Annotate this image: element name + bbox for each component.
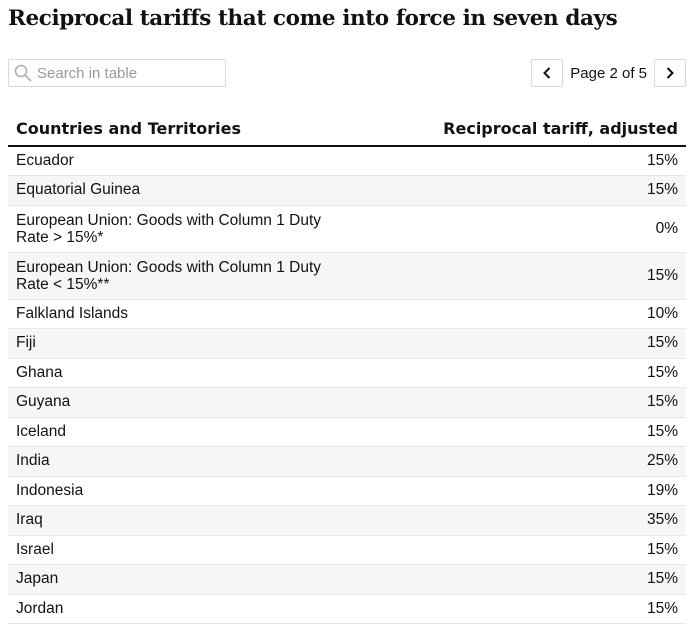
table-row: Falkland Islands 10%: [8, 299, 686, 329]
tariff-cell: 10%: [391, 299, 686, 329]
table-row: European Union: Goods with Column 1 Duty…: [8, 252, 686, 300]
tariff-cell: 25%: [391, 446, 686, 477]
country-cell: Falkland Islands: [8, 299, 392, 329]
tariff-cell: 15%: [391, 146, 686, 176]
table-row: Iraq 35%: [8, 505, 686, 536]
page-title: Reciprocal tariffs that come into force …: [8, 6, 618, 31]
table-row: India 25%: [8, 446, 686, 477]
tariff-cell: 15%: [391, 535, 686, 565]
country-cell: Ecuador: [8, 146, 392, 176]
country-cell: Iceland: [8, 417, 392, 447]
previous-page-button[interactable]: [531, 59, 564, 87]
table-row: Israel 15%: [8, 535, 686, 565]
search-input[interactable]: [37, 61, 217, 85]
country-cell: Guyana: [8, 387, 392, 418]
tariff-cell: 15%: [391, 594, 686, 624]
chevron-right-icon: [666, 67, 674, 79]
country-cell: India: [8, 446, 392, 477]
table-header-row: Countries and Territories Reciprocal tar…: [8, 112, 686, 147]
country-cell: Iraq: [8, 505, 392, 536]
country-cell: Japan: [8, 564, 392, 595]
tariff-cell: 15%: [391, 358, 686, 388]
table-row: Equatorial Guinea 15%: [8, 175, 686, 206]
tariff-cell: 15%: [391, 175, 686, 206]
table-row: Guyana 15%: [8, 387, 686, 418]
pagination: Page 2 of 5: [531, 59, 686, 87]
tariff-cell: 35%: [391, 505, 686, 536]
country-cell: European Union: Goods with Column 1 Duty…: [8, 252, 392, 300]
chevron-left-icon: [543, 67, 551, 79]
country-cell: Israel: [8, 535, 392, 565]
tariff-table: Countries and Territories Reciprocal tar…: [8, 112, 686, 624]
tariff-cell: 15%: [391, 417, 686, 447]
search-icon: [9, 60, 37, 86]
country-cell: European Union: Goods with Column 1 Duty…: [8, 205, 392, 253]
tariff-cell: 15%: [391, 387, 686, 418]
table-row: Indonesia 19%: [8, 476, 686, 506]
search-box[interactable]: [8, 59, 226, 87]
page-indicator: Page 2 of 5: [570, 64, 647, 82]
table-row: European Union: Goods with Column 1 Duty…: [8, 205, 686, 253]
column-header-country[interactable]: Countries and Territories: [8, 112, 392, 147]
country-cell: Jordan: [8, 594, 392, 624]
country-cell: Ghana: [8, 358, 392, 388]
country-cell: Fiji: [8, 328, 392, 359]
table-row: Ghana 15%: [8, 358, 686, 388]
tariff-cell: 15%: [391, 564, 686, 595]
tariff-cell: 0%: [391, 205, 686, 253]
table-row: Ecuador 15%: [8, 146, 686, 176]
country-cell: Indonesia: [8, 476, 392, 506]
table-row: Japan 15%: [8, 564, 686, 595]
column-header-tariff[interactable]: Reciprocal tariff, adjusted: [391, 112, 686, 147]
country-cell: Equatorial Guinea: [8, 175, 392, 206]
tariff-cell: 15%: [391, 252, 686, 300]
tariff-cell: 19%: [391, 476, 686, 506]
table-row: Fiji 15%: [8, 328, 686, 359]
table-row: Jordan 15%: [8, 594, 686, 624]
tariff-cell: 15%: [391, 328, 686, 359]
next-page-button[interactable]: [654, 59, 686, 87]
table-row: Iceland 15%: [8, 417, 686, 447]
